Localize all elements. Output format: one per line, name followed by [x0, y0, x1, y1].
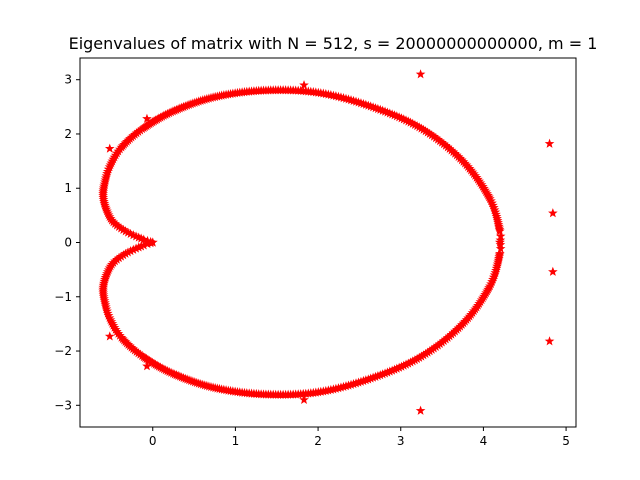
- eigenvalue-point: [495, 237, 505, 247]
- outlier-eigenvalue-point: [415, 405, 426, 415]
- outlier-eigenvalue-point: [544, 138, 555, 148]
- x-tick-label: 1: [232, 434, 240, 448]
- outlier-eigenvalue-point: [415, 69, 426, 79]
- x-tick-label: 0: [149, 434, 157, 448]
- x-tick-label: 4: [480, 434, 488, 448]
- eigenvalue-point: [495, 243, 506, 253]
- y-tick-label: −2: [54, 344, 72, 358]
- y-tick-label: 0: [64, 236, 72, 250]
- y-tick-label: −1: [54, 290, 72, 304]
- outlier-eigenvalue-point: [142, 113, 152, 123]
- data-marks: [98, 69, 558, 415]
- y-tick-label: 2: [64, 127, 72, 141]
- y-tick-label: 1: [64, 181, 72, 195]
- outlier-eigenvalue-point: [299, 80, 309, 90]
- outlier-eigenvalue-point: [104, 331, 115, 341]
- plot-frame: [79, 57, 577, 428]
- outlier-eigenvalue-point: [548, 208, 558, 218]
- eigenvalue-point: [495, 248, 505, 258]
- chart-title: Eigenvalues of matrix with N = 512, s = …: [69, 34, 598, 53]
- outlier-eigenvalue-point: [142, 361, 152, 371]
- x-tick-label: 3: [397, 434, 405, 448]
- eigenvalue-point: [495, 226, 505, 236]
- outlier-eigenvalue-point: [544, 336, 555, 346]
- outlier-eigenvalue-point: [548, 266, 558, 276]
- axis-ticks: 0 1 2 3 4 5 −3 −2 −1 0 1 2 3: [54, 73, 570, 448]
- x-tick-label: 5: [562, 434, 570, 448]
- outlier-eigenvalue-point: [104, 143, 115, 153]
- outlier-eigenvalue-point: [299, 394, 309, 404]
- y-tick-label: 3: [64, 73, 72, 87]
- outlier-eigenvalue-point: [147, 237, 158, 247]
- x-tick-label: 2: [314, 434, 322, 448]
- y-tick-label: −3: [54, 398, 72, 412]
